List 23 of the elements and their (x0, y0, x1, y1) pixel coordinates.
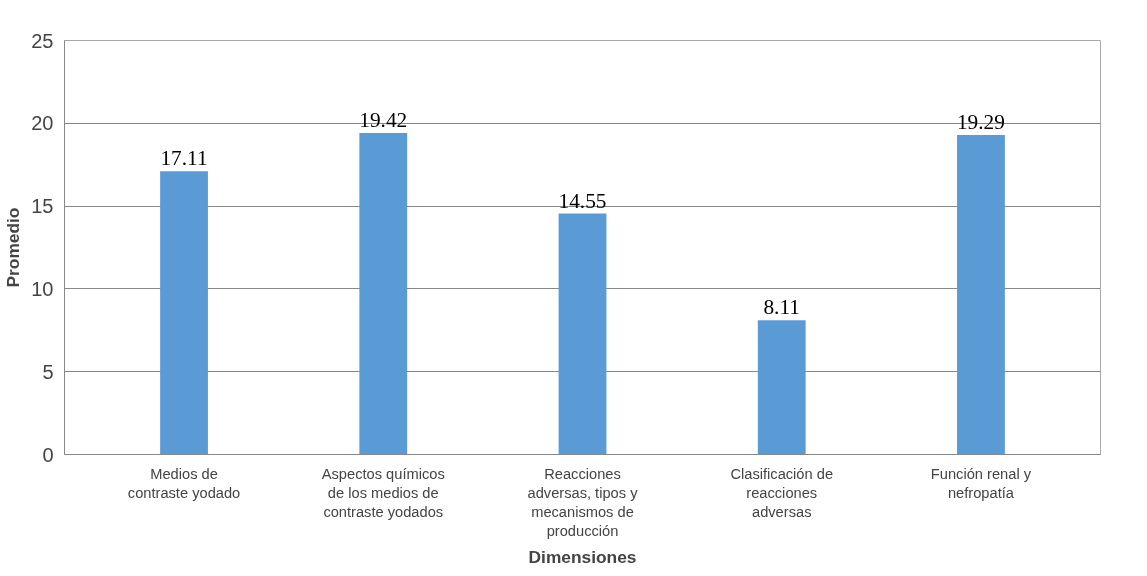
data-label: 14.55 (558, 188, 607, 213)
y-axis-title: Promedio (3, 207, 24, 288)
bar (957, 135, 1005, 455)
x-axis-title: Dimensiones (528, 547, 637, 568)
y-tick-label: 0 (42, 443, 54, 466)
bar (757, 320, 806, 455)
x-tick-label: Función renal y nefropatía (930, 465, 1032, 501)
data-label: 8.11 (763, 295, 801, 320)
x-tick-label: Reacciones adversas, tipos y mecanismos de producción (527, 465, 639, 540)
y-tick-label: 25 (31, 29, 54, 52)
data-label: 17.11 (160, 146, 208, 171)
data-label: 19.29 (956, 110, 1005, 135)
y-tick-label: 5 (42, 360, 54, 383)
bar (359, 132, 408, 455)
y-tick-label: 10 (31, 277, 54, 300)
y-tick-label: 20 (31, 112, 54, 135)
y-tick-label: 15 (31, 195, 54, 218)
x-tick-label: Clasificación de reacciones adversas (730, 465, 834, 520)
x-tick-label: Medios de contraste yodado (127, 465, 241, 501)
x-tick-label: Aspectos químicos de los medios de contraste yodados (321, 465, 445, 520)
bar (558, 213, 607, 455)
bar (160, 171, 208, 455)
data-label: 19.42 (359, 107, 408, 132)
